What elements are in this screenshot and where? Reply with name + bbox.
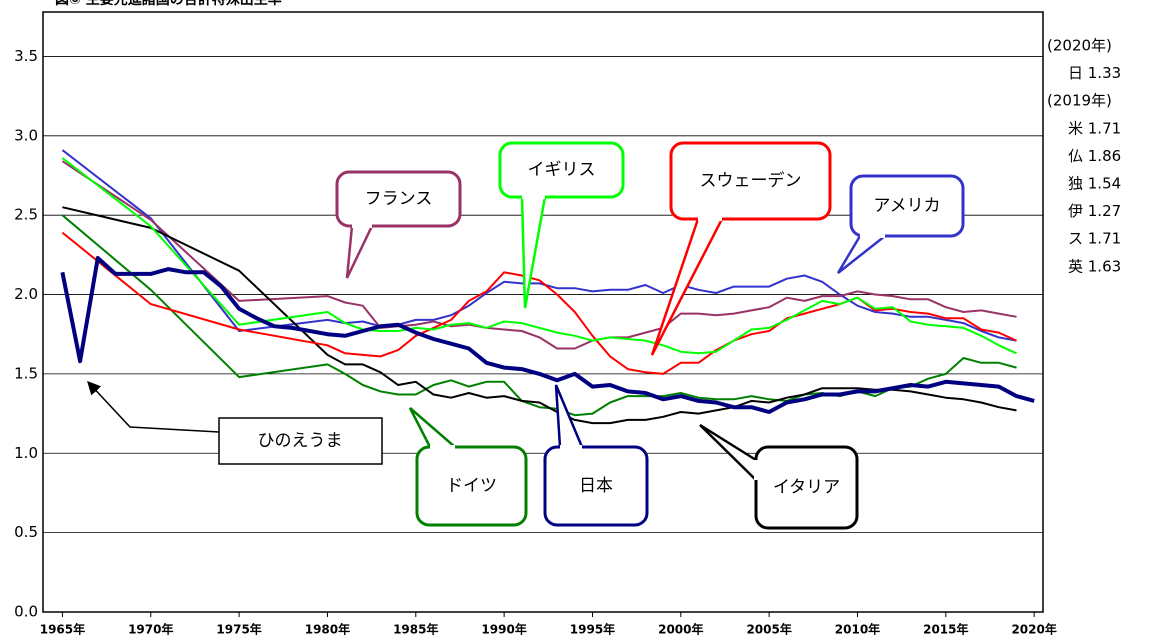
series-line (61, 231, 1017, 375)
callout-box (849, 174, 965, 238)
annotation-box (218, 417, 383, 465)
side-note: 独 1.54 (1068, 175, 1121, 193)
x-tick-label: 1965年 (40, 622, 85, 637)
callout-box (543, 445, 649, 527)
callout-box (754, 445, 859, 530)
chart-title: 図⑥ 主要先進諸国の合計特殊出生率 (55, 0, 282, 8)
y-tick-label: 1.5 (14, 364, 38, 382)
callout-label: 日本 (579, 476, 613, 496)
y-tick-label: 2.0 (14, 285, 38, 303)
callout-label: ドイツ (446, 476, 497, 496)
x-tick-label: 1975年 (216, 622, 261, 637)
series-line (61, 157, 1017, 355)
callout-label: フランス (365, 189, 433, 209)
annotation-label: ひのえうま (258, 431, 343, 451)
x-tick-label: 2005年 (746, 622, 791, 637)
side-note: (2020年) (1047, 37, 1112, 55)
x-tick-label: 1990年 (481, 622, 526, 637)
y-tick-label: 0.0 (14, 603, 38, 621)
series-line (60, 256, 1035, 414)
side-note: 仏 1.86 (1068, 147, 1121, 165)
x-tick-label: 2000年 (658, 622, 703, 637)
callout-label: アメリカ (873, 196, 940, 216)
callout-box (335, 170, 462, 228)
callout-label: スウェーデン (700, 170, 802, 191)
y-tick-label: 1.0 (14, 444, 38, 462)
callout-box (498, 141, 625, 199)
callout-box (415, 445, 528, 527)
plot-frame (42, 11, 1044, 613)
side-note: 日 1.33 (1068, 64, 1121, 82)
y-tick-label: 3.5 (14, 47, 38, 65)
callout-label: イタリア (773, 478, 840, 498)
side-note: 米 1.71 (1068, 119, 1121, 137)
callout-label: イギリス (528, 160, 596, 180)
x-tick-label: 1980年 (305, 622, 350, 637)
x-tick-label: 2015年 (923, 622, 968, 637)
x-tick-label: 1970年 (128, 622, 173, 637)
x-tick-label: 1995年 (570, 622, 615, 637)
callout-box (669, 141, 832, 221)
side-note: ス 1.71 (1068, 230, 1121, 248)
y-tick-label: 0.5 (14, 523, 38, 541)
annotation-arrow (87, 381, 220, 433)
x-tick-label: 1985年 (393, 622, 438, 637)
side-note: 伊 1.27 (1068, 202, 1121, 220)
side-note: 英 1.63 (1068, 257, 1121, 275)
x-tick-label: 2010年 (835, 622, 880, 637)
x-tick-label: 2020年 (1011, 622, 1056, 637)
y-tick-label: 3.0 (14, 126, 38, 144)
side-note: (2019年) (1047, 92, 1112, 110)
y-tick-label: 2.5 (14, 206, 38, 224)
